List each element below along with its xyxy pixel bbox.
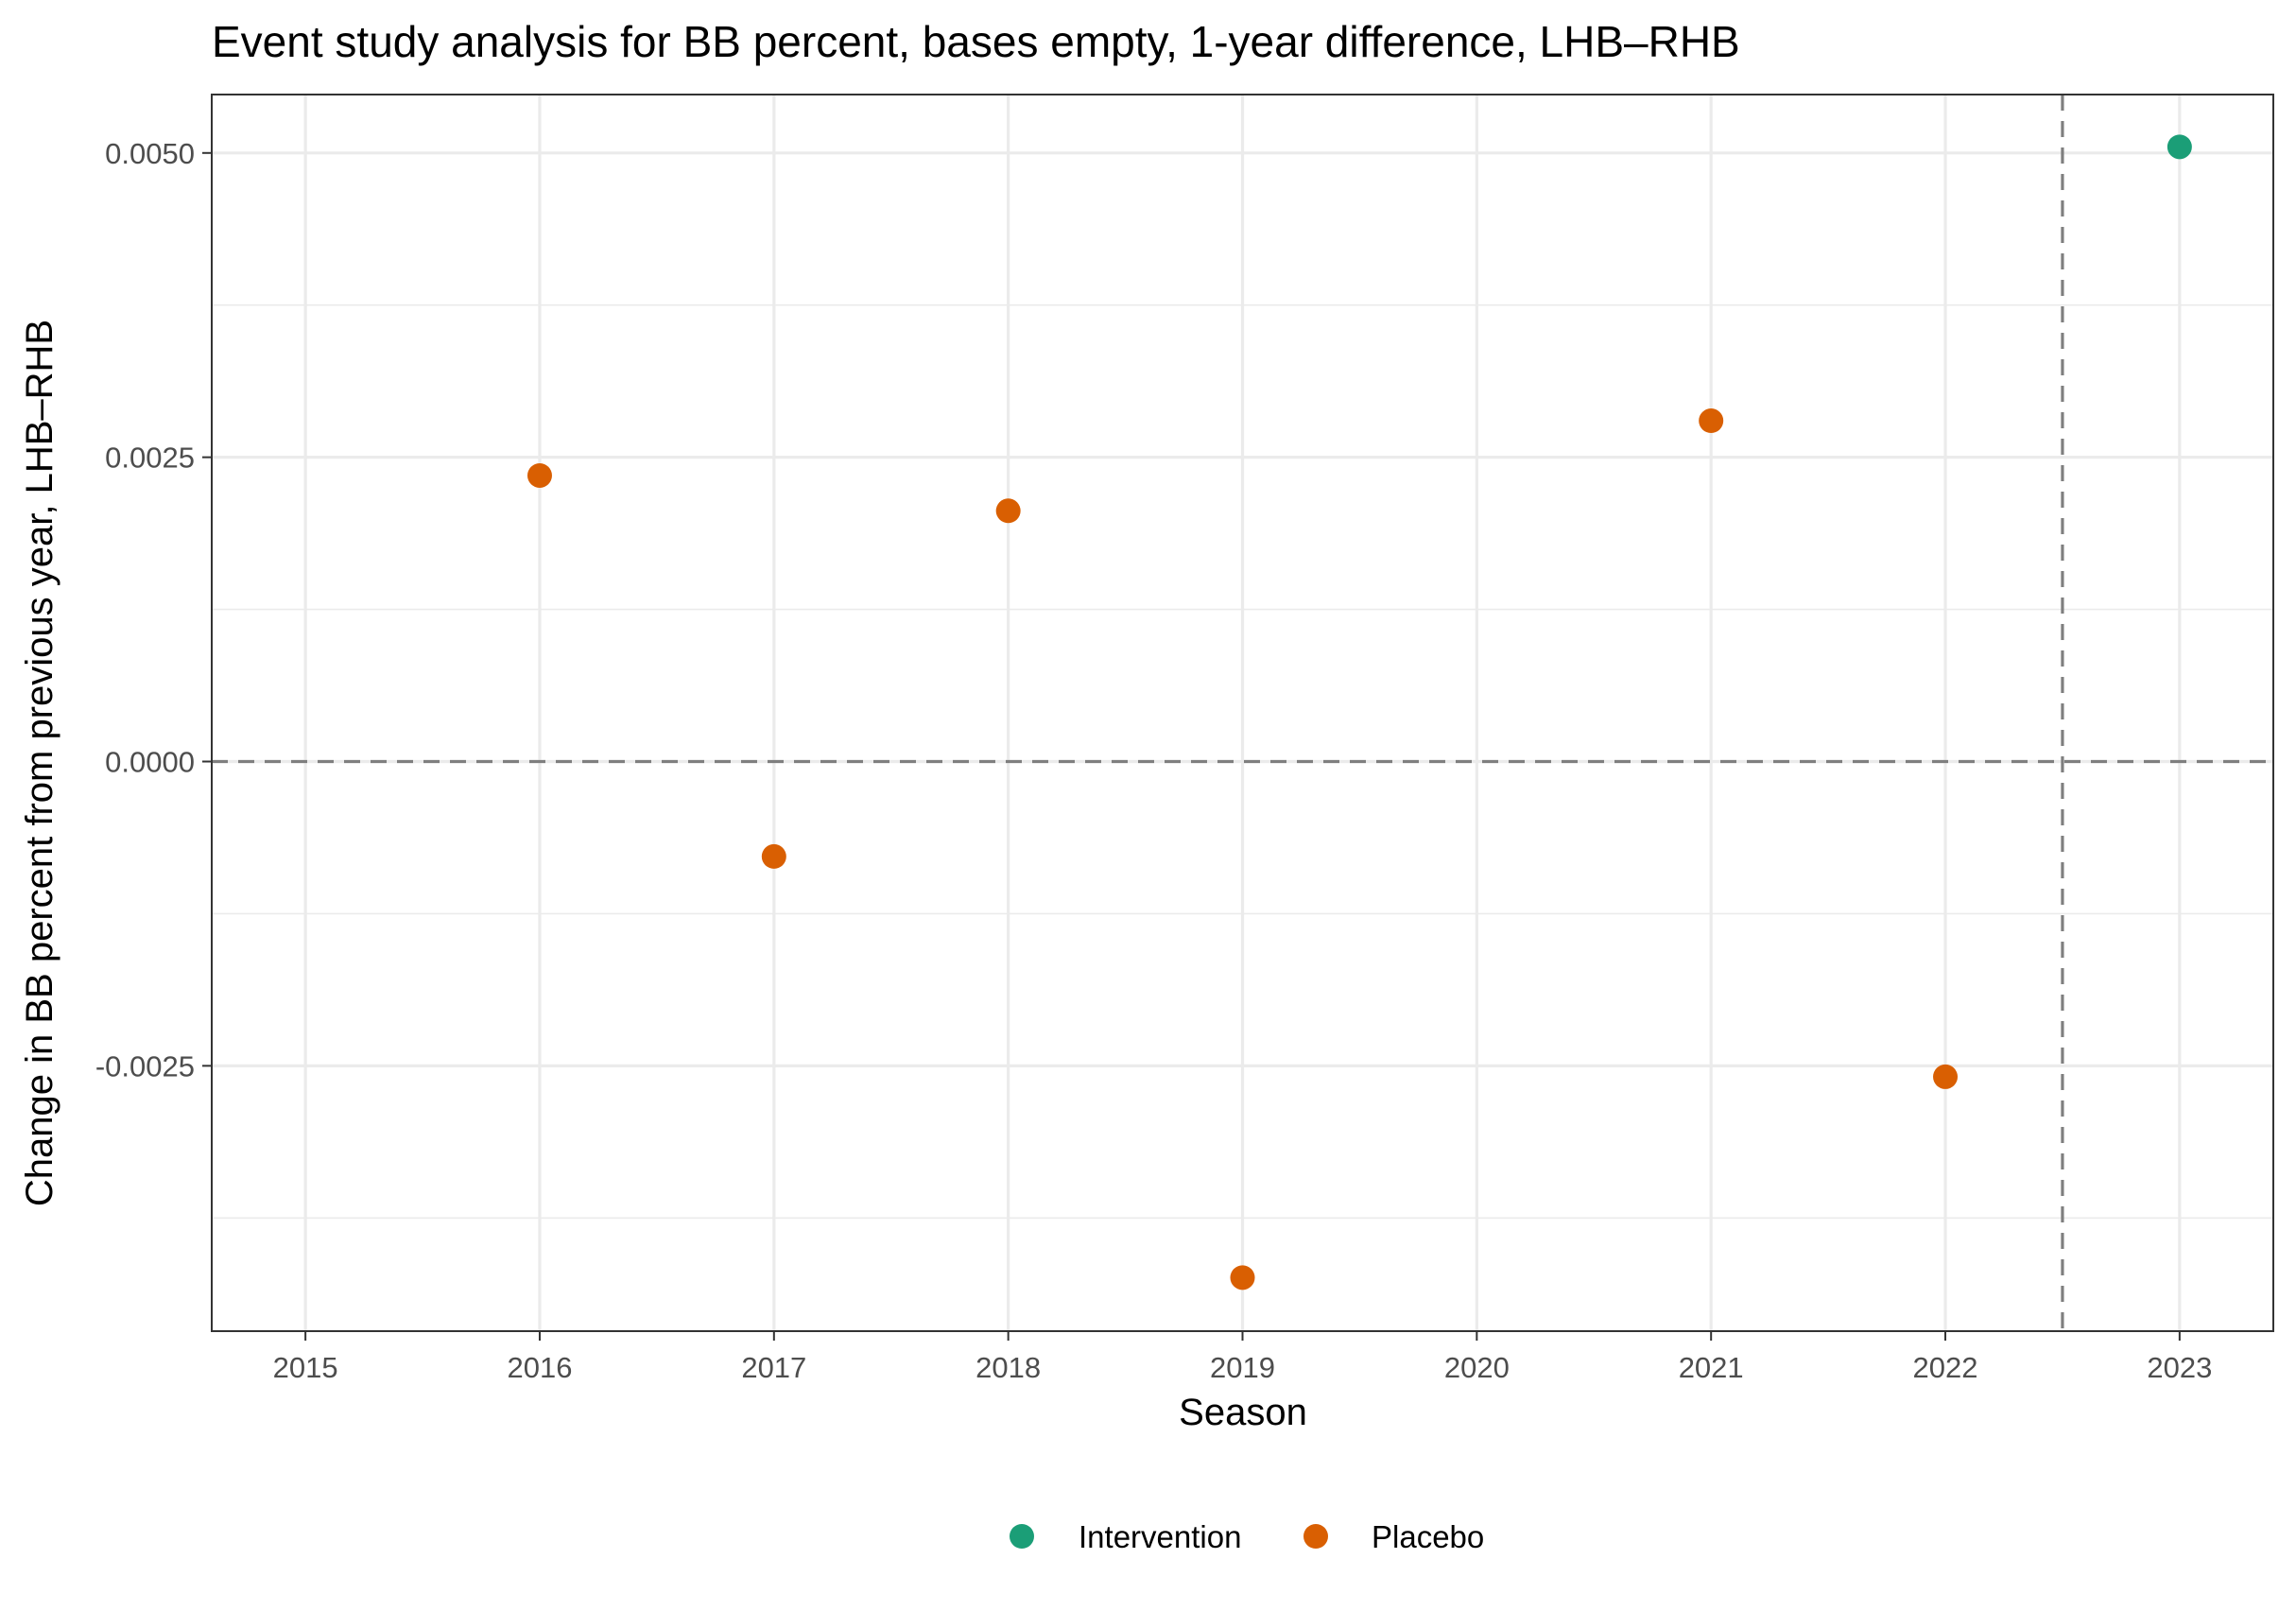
x-tick-label-2021: 2021 <box>1679 1351 1744 1384</box>
placebo-point-2017 <box>761 843 786 869</box>
intervention-point-2023 <box>2167 134 2192 160</box>
legend-key-placebo <box>1303 1524 1328 1549</box>
placebo-point-2019 <box>1230 1265 1255 1291</box>
x-axis-title: Season <box>1179 1392 1307 1433</box>
legend: Intervention Placebo <box>1010 1519 1484 1554</box>
legend-label-placebo: Placebo <box>1372 1519 1484 1554</box>
reference-lines <box>212 95 2273 1331</box>
x-tick-label-2019: 2019 <box>1210 1351 1275 1384</box>
x-tick-label-2020: 2020 <box>1444 1351 1510 1384</box>
data-points <box>527 134 2192 1291</box>
legend-label-intervention: Intervention <box>1079 1519 1241 1554</box>
y-tick-label: -0.0025 <box>95 1049 195 1083</box>
y-tick-label: 0.0050 <box>105 137 195 170</box>
y-axis-ticks: -0.0025 0.0000 0.0025 0.0050 <box>95 137 212 1083</box>
chart-title: Event study analysis for BB percent, bas… <box>212 17 1740 66</box>
legend-key-intervention <box>1010 1524 1034 1549</box>
x-tick-label-2017: 2017 <box>741 1351 806 1384</box>
x-tick-label-2016: 2016 <box>507 1351 572 1384</box>
y-tick-label: 0.0000 <box>105 745 195 778</box>
x-tick-label-2022: 2022 <box>1913 1351 1978 1384</box>
x-tick-label-2018: 2018 <box>975 1351 1041 1384</box>
placebo-point-2022 <box>1933 1064 1959 1089</box>
x-tick-label-2023: 2023 <box>2147 1351 2212 1384</box>
x-tick-label-2015: 2015 <box>273 1351 338 1384</box>
placebo-point-2016 <box>527 462 552 488</box>
grid-lines <box>212 95 2273 1331</box>
y-axis-title: Change in BB percent from previous year,… <box>19 320 60 1206</box>
placebo-point-2018 <box>995 498 1021 524</box>
placebo-point-2021 <box>1699 408 1724 434</box>
x-axis-ticks: 2015 2016 2017 2018 2019 2020 2021 2022 2023 <box>273 1331 2212 1384</box>
y-tick-label: 0.0025 <box>105 442 195 475</box>
